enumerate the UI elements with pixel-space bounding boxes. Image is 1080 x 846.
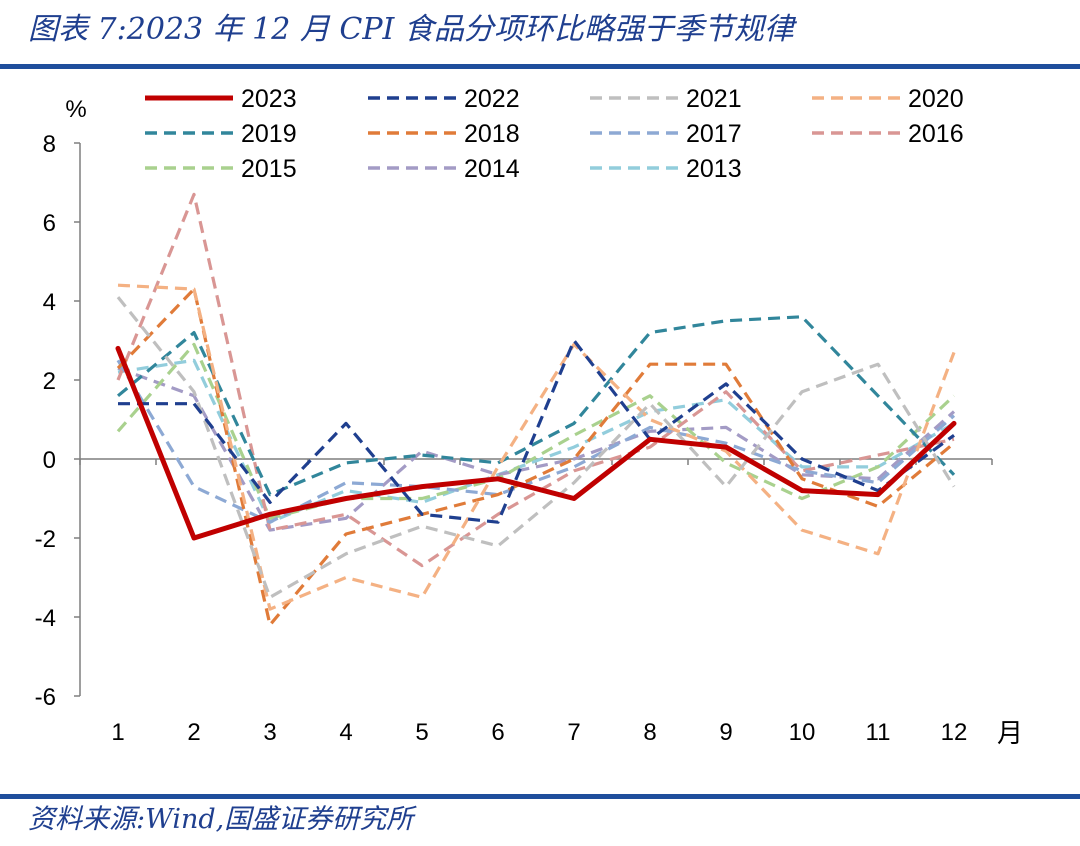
series-line-2018 <box>116 287 956 627</box>
y-tick-label: 0 <box>43 447 56 474</box>
series-line-2023 <box>115 345 957 541</box>
legend-label-2022: 2022 <box>464 85 520 113</box>
legend-label-2019: 2019 <box>241 120 297 148</box>
series-line-2015 <box>116 342 956 520</box>
series-line-2013 <box>117 358 955 524</box>
x-tick-label: 3 <box>263 719 276 746</box>
y-tick-label: -6 <box>35 684 56 711</box>
x-tick-label: 8 <box>643 719 656 746</box>
series-line-2014 <box>117 366 956 532</box>
x-tick-label: 4 <box>339 719 352 746</box>
x-tick-label: 6 <box>491 719 504 746</box>
legend-label-2015: 2015 <box>241 155 297 183</box>
figure-title: 图表 7:2023 年 12 月 CPI 食品分项环比略强于季节规律 <box>28 12 794 47</box>
source-note: 资料来源:Wind,国盛证券研究所 <box>28 804 414 835</box>
y-tick-label: 6 <box>43 210 56 237</box>
chart-series <box>115 192 957 627</box>
y-tick-label: -4 <box>35 605 56 632</box>
y-axis-unit-label: % <box>65 96 86 123</box>
legend-label-2018: 2018 <box>464 120 520 148</box>
y-tick-label: 8 <box>43 131 56 158</box>
y-tick-label: -2 <box>35 526 56 553</box>
series-line-2020 <box>117 283 956 611</box>
legend-label-2020: 2020 <box>908 85 964 113</box>
series-line-2019 <box>116 315 956 497</box>
series-line-2022 <box>118 338 955 524</box>
chart-legend: 2023 2022 2021 2020 2019 2018 2017 2016 2015 2014… <box>145 85 964 183</box>
legend-label-2023: 2023 <box>241 85 297 113</box>
y-tick-label: 4 <box>43 289 56 316</box>
top-rule <box>0 64 1080 69</box>
bottom-rule <box>0 794 1080 799</box>
x-tick-label: 9 <box>719 719 732 746</box>
x-tick-label: 11 <box>866 719 891 746</box>
series-line-2016 <box>116 192 955 568</box>
x-axis-unit-label: 月 <box>997 718 1023 748</box>
legend-label-2017: 2017 <box>686 120 742 148</box>
legend-label-2016: 2016 <box>908 120 964 148</box>
x-tick-label: 5 <box>415 719 428 746</box>
x-tick-label: 10 <box>789 719 816 746</box>
legend-label-2014: 2014 <box>464 155 520 183</box>
x-tick-label: 2 <box>187 719 200 746</box>
x-tick-label: 7 <box>567 719 580 746</box>
legend-label-2021: 2021 <box>686 85 742 113</box>
legend-label-2013: 2013 <box>686 155 742 183</box>
series-line-2021 <box>116 296 956 599</box>
x-tick-label: 12 <box>941 719 968 746</box>
y-tick-label: 2 <box>43 368 56 395</box>
x-tick-label: 1 <box>111 719 124 746</box>
